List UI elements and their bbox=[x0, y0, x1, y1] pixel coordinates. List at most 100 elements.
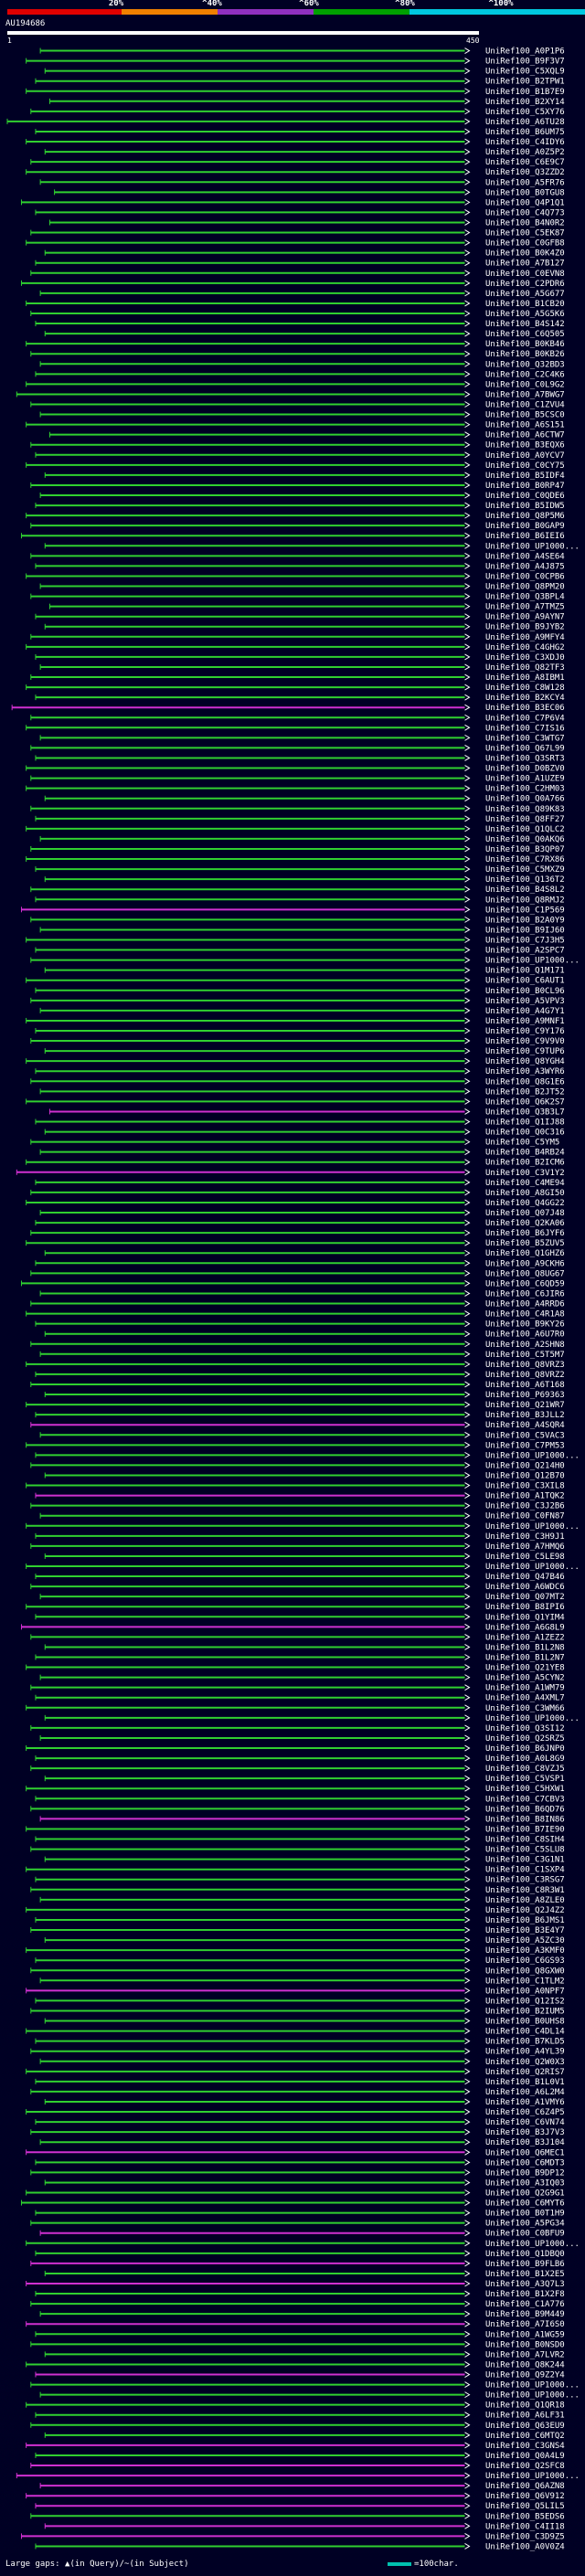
hit-row[interactable]: UniRef100_C4GHG2 bbox=[26, 643, 565, 652]
hit-row[interactable]: UniRef100_C0QDE6 bbox=[39, 492, 565, 501]
hit-row[interactable]: UniRef100_A7BWG7 bbox=[16, 390, 565, 399]
hit-label[interactable]: UniRef100_C6Q505 bbox=[485, 330, 565, 339]
hit-row[interactable]: UniRef100_B9M449 bbox=[39, 2310, 565, 2319]
hit-label[interactable]: UniRef100_C8VZJ5 bbox=[485, 1765, 565, 1774]
hit-row[interactable]: UniRef100_C4II18 bbox=[44, 2522, 565, 2531]
hit-row[interactable]: UniRef100_A4J875 bbox=[35, 562, 565, 571]
hit-label[interactable]: UniRef100_B1X2F8 bbox=[485, 2290, 565, 2299]
hit-label[interactable]: UniRef100_C4Q773 bbox=[485, 208, 565, 217]
hit-label[interactable]: UniRef100_P69363 bbox=[485, 1391, 565, 1400]
hit-label[interactable]: UniRef100_Q2G9G1 bbox=[485, 2189, 565, 2198]
hit-label[interactable]: UniRef100_A4G7Y1 bbox=[485, 1007, 565, 1016]
hit-label[interactable]: UniRef100_Q47B46 bbox=[485, 1573, 565, 1582]
hit-row[interactable]: UniRef100_C1P569 bbox=[20, 906, 565, 915]
hit-label[interactable]: UniRef100_C0CPB6 bbox=[485, 572, 565, 581]
hit-row[interactable]: UniRef100_C6GS93 bbox=[35, 1956, 565, 1966]
hit-label[interactable]: UniRef100_B4RB24 bbox=[485, 1149, 565, 1158]
hit-label[interactable]: UniRef100_A2SPC7 bbox=[485, 947, 565, 956]
hit-label[interactable]: UniRef100_C4ME94 bbox=[485, 1179, 565, 1188]
hit-label[interactable]: UniRef100_Q6MEC1 bbox=[485, 2148, 565, 2157]
hit-label[interactable]: UniRef100_A0Z5P2 bbox=[485, 148, 565, 157]
hit-label[interactable]: UniRef100_B2KCY4 bbox=[485, 694, 565, 703]
hit-row[interactable]: UniRef100_Q3B3L7 bbox=[48, 1108, 565, 1117]
hit-label[interactable]: UniRef100_C4II18 bbox=[485, 2522, 565, 2531]
hit-label[interactable]: UniRef100_Q82TF3 bbox=[485, 663, 565, 673]
hit-label[interactable]: UniRef100_Q8P5M6 bbox=[485, 512, 565, 521]
hit-row[interactable]: UniRef100_Q82TF3 bbox=[39, 663, 565, 673]
hit-row[interactable]: UniRef100_B2IUM5 bbox=[30, 2007, 565, 2016]
hit-row[interactable]: UniRef100_C6E9C7 bbox=[30, 158, 565, 167]
hit-row[interactable]: UniRef100_C6AUT1 bbox=[26, 977, 565, 986]
hit-row[interactable]: UniRef100_Q47B46 bbox=[35, 1573, 565, 1582]
hit-label[interactable]: UniRef100_B3E4Y7 bbox=[485, 1926, 565, 1935]
hit-label[interactable]: UniRef100_A6G8L9 bbox=[485, 1623, 565, 1632]
hit-row[interactable]: UniRef100_C6JIR6 bbox=[39, 1289, 565, 1299]
hit-label[interactable]: UniRef100_C4R1A8 bbox=[485, 1310, 565, 1320]
hit-label[interactable]: UniRef100_C0L9G2 bbox=[485, 380, 565, 389]
hit-row[interactable]: UniRef100_Q0A4L9 bbox=[35, 2452, 565, 2461]
hit-row[interactable]: UniRef100_C6Q505 bbox=[44, 330, 565, 339]
hit-row[interactable]: UniRef100_C3XIL8 bbox=[26, 1482, 565, 1491]
hit-row[interactable]: UniRef100_C9TUP6 bbox=[44, 1047, 565, 1056]
hit-label[interactable]: UniRef100_A7TMZ5 bbox=[485, 603, 565, 612]
hit-label[interactable]: UniRef100_A2SHN8 bbox=[485, 1341, 565, 1350]
hit-label[interactable]: UniRef100_Q1M171 bbox=[485, 967, 565, 976]
hit-label[interactable]: UniRef100_Q2J4Z2 bbox=[485, 1906, 565, 1915]
hit-label[interactable]: UniRef100_C2PDR6 bbox=[485, 280, 565, 289]
hit-row[interactable]: UniRef100_Q21WR7 bbox=[26, 1401, 565, 1410]
hit-label[interactable]: UniRef100_B5CSC0 bbox=[485, 411, 565, 420]
hit-label[interactable]: UniRef100_A5G677 bbox=[485, 290, 565, 299]
hit-label[interactable]: UniRef100_A6CTW7 bbox=[485, 431, 565, 440]
hit-label[interactable]: UniRef100_A5FR76 bbox=[485, 178, 565, 187]
hit-row[interactable]: UniRef100_A7B127 bbox=[35, 260, 565, 269]
hit-label[interactable]: UniRef100_B3EQX6 bbox=[485, 441, 565, 451]
hit-label[interactable]: UniRef100_Q8G1E6 bbox=[485, 1077, 565, 1087]
hit-row[interactable]: UniRef100_C2HM03 bbox=[26, 785, 565, 794]
hit-row[interactable]: UniRef100_C4IDY6 bbox=[26, 138, 565, 147]
hit-label[interactable]: UniRef100_B8IN86 bbox=[485, 1815, 565, 1824]
hit-label[interactable]: UniRef100_C3WM66 bbox=[485, 1704, 565, 1713]
hit-row[interactable]: UniRef100_B7KLD5 bbox=[35, 2038, 565, 2047]
hit-label[interactable]: UniRef100_B0NSD0 bbox=[485, 2340, 565, 2349]
hit-row[interactable]: UniRef100_A7TMZ5 bbox=[48, 603, 565, 612]
hit-row[interactable]: UniRef100_A4G7Y1 bbox=[39, 1007, 565, 1016]
hit-label[interactable]: UniRef100_C6MYT6 bbox=[485, 2200, 565, 2209]
hit-row[interactable]: UniRef100_C8R3W1 bbox=[30, 1886, 565, 1895]
hit-row[interactable]: UniRef100_A1ZEZ2 bbox=[30, 1633, 565, 1642]
hit-label[interactable]: UniRef100_C6JIR6 bbox=[485, 1289, 565, 1299]
hit-row[interactable]: UniRef100_A6G8L9 bbox=[20, 1623, 565, 1632]
hit-row[interactable]: UniRef100_Q2G9G1 bbox=[26, 2189, 565, 2198]
hit-row[interactable]: UniRef100_A6CTW7 bbox=[48, 431, 565, 440]
hit-row[interactable]: UniRef100_Q8G1E6 bbox=[30, 1077, 565, 1087]
hit-label[interactable]: UniRef100_Q8YGH4 bbox=[485, 1057, 565, 1066]
hit-row[interactable]: UniRef100_C5MXZ9 bbox=[35, 865, 565, 875]
hit-row[interactable]: UniRef100_A9CKH6 bbox=[35, 1259, 565, 1268]
hit-row[interactable]: UniRef100_B9JYB2 bbox=[44, 623, 565, 632]
hit-label[interactable]: UniRef100_B0CL96 bbox=[485, 987, 565, 996]
hit-label[interactable]: UniRef100_C8W128 bbox=[485, 684, 565, 693]
hit-label[interactable]: UniRef100_Q8VRZ3 bbox=[485, 1361, 565, 1370]
hit-label[interactable]: UniRef100_B6UM75 bbox=[485, 128, 565, 137]
hit-label[interactable]: UniRef100_C3XIL8 bbox=[485, 1482, 565, 1491]
hit-row[interactable]: UniRef100_UP1000... bbox=[39, 2391, 580, 2401]
hit-row[interactable]: UniRef100_Q6MEC1 bbox=[26, 2148, 565, 2157]
hit-label[interactable]: UniRef100_A9MNF1 bbox=[485, 1017, 565, 1026]
hit-row[interactable]: UniRef100_C8SIH4 bbox=[35, 1836, 565, 1845]
hit-label[interactable]: UniRef100_B5IDF4 bbox=[485, 472, 565, 481]
hit-row[interactable]: UniRef100_B2ICM6 bbox=[26, 1159, 565, 1168]
hit-label[interactable]: UniRef100_A0V0Z4 bbox=[485, 2542, 565, 2551]
hit-label[interactable]: UniRef100_B7KLD5 bbox=[485, 2038, 565, 2047]
hit-row[interactable]: UniRef100_B9DP12 bbox=[30, 2168, 565, 2178]
hit-label[interactable]: UniRef100_A0YCV7 bbox=[485, 451, 565, 461]
hit-row[interactable]: UniRef100_A9AYN7 bbox=[35, 613, 565, 622]
hit-label[interactable]: UniRef100_UP1000... bbox=[485, 2381, 580, 2390]
hit-row[interactable]: UniRef100_C6Z4P5 bbox=[26, 2108, 565, 2117]
hit-label[interactable]: UniRef100_UP1000... bbox=[485, 542, 580, 551]
hit-label[interactable]: UniRef100_C6MDT3 bbox=[485, 2158, 565, 2168]
hit-label[interactable]: UniRef100_Q3BPL4 bbox=[485, 593, 565, 602]
hit-label[interactable]: UniRef100_B1L2N7 bbox=[485, 1654, 565, 1663]
hit-row[interactable]: UniRef100_UP1000... bbox=[30, 957, 580, 966]
hit-row[interactable]: UniRef100_Q2KA06 bbox=[35, 1219, 565, 1228]
hit-label[interactable]: UniRef100_C3WTG7 bbox=[485, 734, 565, 743]
hit-label[interactable]: UniRef100_A5ZC30 bbox=[485, 1936, 565, 1945]
